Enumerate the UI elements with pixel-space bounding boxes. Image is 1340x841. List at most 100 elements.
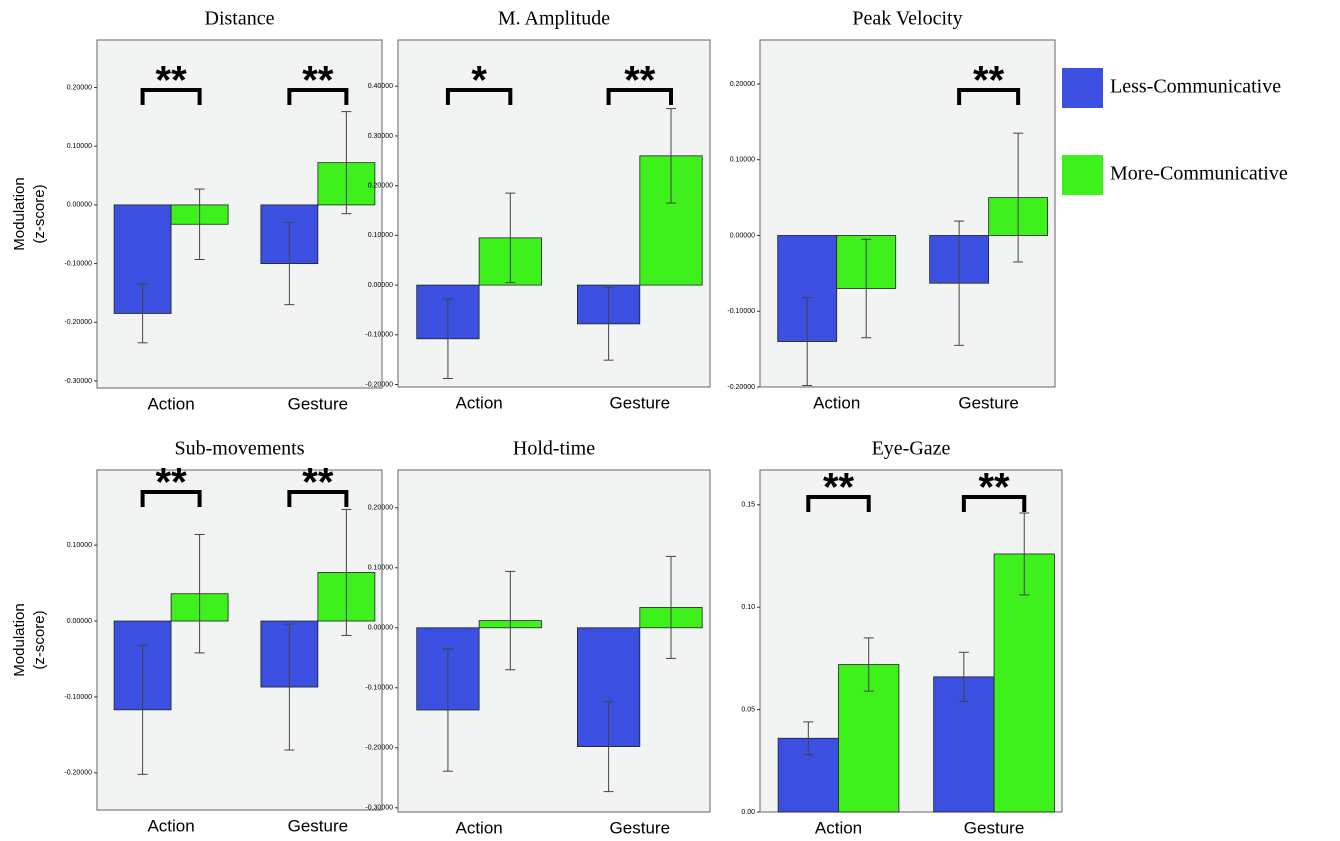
y-tick-label: 0.15 xyxy=(741,502,755,509)
error-bar xyxy=(284,623,295,751)
significance-bracket xyxy=(806,495,871,512)
y-tick-label: -0.20000 xyxy=(727,384,755,391)
significance-bracket xyxy=(606,88,673,105)
y-tick-label: 0.10 xyxy=(741,604,755,611)
y-tick-label: 0.10000 xyxy=(730,157,755,164)
significance-bracket xyxy=(961,495,1027,512)
legend-label: Less-Communicative xyxy=(1110,76,1281,98)
x-tick-label: Gesture xyxy=(964,818,1024,837)
significance-bracket xyxy=(287,88,349,105)
error-bar xyxy=(958,651,969,702)
x-tick-label: Gesture xyxy=(958,393,1018,412)
x-tick-label: Action xyxy=(815,818,862,837)
x-tick-label: Action xyxy=(455,818,502,837)
bar xyxy=(993,553,1055,813)
significance-label: ** xyxy=(302,461,334,505)
y-tick-label: 0.30000 xyxy=(368,133,393,140)
error-bar xyxy=(194,188,205,260)
y-tick-label: -0.30000 xyxy=(365,805,393,812)
y-axis-label: (z-score) xyxy=(31,610,48,669)
error-bar xyxy=(341,508,352,636)
y-tick-label: 0.10000 xyxy=(368,565,393,572)
x-tick-label: Action xyxy=(813,393,860,412)
y-tick-label: 0.00000 xyxy=(730,232,755,239)
error-bar xyxy=(802,297,813,386)
y-tick-label: -0.10000 xyxy=(365,332,393,339)
error-bar xyxy=(803,721,814,756)
error-bar xyxy=(194,534,205,654)
y-tick-label: 0.00000 xyxy=(368,282,393,289)
y-tick-label: -0.20000 xyxy=(64,319,92,326)
error-bar xyxy=(666,555,676,659)
chart-title: Hold-time xyxy=(513,438,595,460)
error-bar xyxy=(442,648,453,772)
y-tick-label: 0.20000 xyxy=(67,84,92,91)
significance-label: ** xyxy=(302,59,334,103)
error-bar xyxy=(603,287,614,361)
significance-label: ** xyxy=(973,59,1005,103)
error-bar xyxy=(341,111,352,215)
x-tick-label: Action xyxy=(147,816,194,835)
y-tick-label: 0.00000 xyxy=(67,618,92,625)
significance-bracket xyxy=(140,490,202,507)
chart-title: Peak Velocity xyxy=(852,8,962,30)
x-tick-label: Action xyxy=(455,393,502,412)
significance-bracket xyxy=(287,490,349,507)
x-tick-label: Gesture xyxy=(610,393,670,412)
significance-label: ** xyxy=(978,466,1010,510)
error-bar xyxy=(954,220,965,346)
error-bar xyxy=(505,192,516,284)
y-tick-label: -0.20000 xyxy=(64,770,92,777)
x-tick-label: Gesture xyxy=(610,818,670,837)
legend-swatch xyxy=(1062,68,1103,108)
error-bar xyxy=(861,238,872,339)
y-tick-label: -0.20000 xyxy=(365,381,393,388)
legend-label: More-Communicative xyxy=(1110,163,1288,185)
x-tick-label: Action xyxy=(147,394,194,413)
chart-title: Sub-movements xyxy=(175,438,305,460)
y-tick-label: 0.20000 xyxy=(368,505,393,512)
y-tick-label: -0.10000 xyxy=(64,260,92,267)
significance-label: * xyxy=(471,59,487,103)
error-bar xyxy=(1013,132,1024,263)
significance-label: ** xyxy=(624,59,656,103)
y-tick-label: 0.00000 xyxy=(368,625,393,632)
y-tick-label: 0.05 xyxy=(741,706,755,713)
error-bar xyxy=(284,222,295,306)
error-bar xyxy=(137,644,148,775)
y-axis-label: Modulation xyxy=(11,177,28,250)
y-tick-label: -0.30000 xyxy=(64,378,92,385)
significance-label: ** xyxy=(156,59,188,103)
y-tick-label: 0.20000 xyxy=(368,183,393,190)
significance-bracket xyxy=(140,88,202,105)
y-tick-label: -0.10000 xyxy=(365,685,393,692)
y-tick-label: 0.20000 xyxy=(730,81,755,88)
y-tick-label: 0.10000 xyxy=(368,232,393,239)
error-bar xyxy=(505,570,516,671)
chart-title: Eye-Gaze xyxy=(872,438,951,460)
significance-label: ** xyxy=(823,466,855,510)
y-tick-label: -0.10000 xyxy=(727,308,755,315)
y-tick-label: 0.10000 xyxy=(67,542,92,549)
significance-bracket xyxy=(957,88,1021,105)
error-bar xyxy=(1019,512,1030,596)
y-tick-label: 0.40000 xyxy=(368,83,393,90)
y-tick-label: 0.00000 xyxy=(67,202,92,209)
x-tick-label: Gesture xyxy=(288,394,348,413)
y-axis-label: Modulation xyxy=(11,603,28,676)
chart-title: M. Amplitude xyxy=(498,8,610,30)
chart-title: Distance xyxy=(205,8,275,30)
significance-label: ** xyxy=(156,461,188,505)
error-bar xyxy=(442,298,453,380)
x-tick-label: Gesture xyxy=(288,816,348,835)
y-tick-label: 0.10000 xyxy=(67,143,92,150)
y-tick-label: -0.10000 xyxy=(64,694,92,701)
error-bar xyxy=(137,283,148,344)
y-axis-label: (z-score) xyxy=(31,184,48,243)
error-bar xyxy=(603,701,614,793)
legend-swatch xyxy=(1062,155,1103,195)
error-bar xyxy=(863,637,874,692)
error-bar xyxy=(666,108,676,204)
